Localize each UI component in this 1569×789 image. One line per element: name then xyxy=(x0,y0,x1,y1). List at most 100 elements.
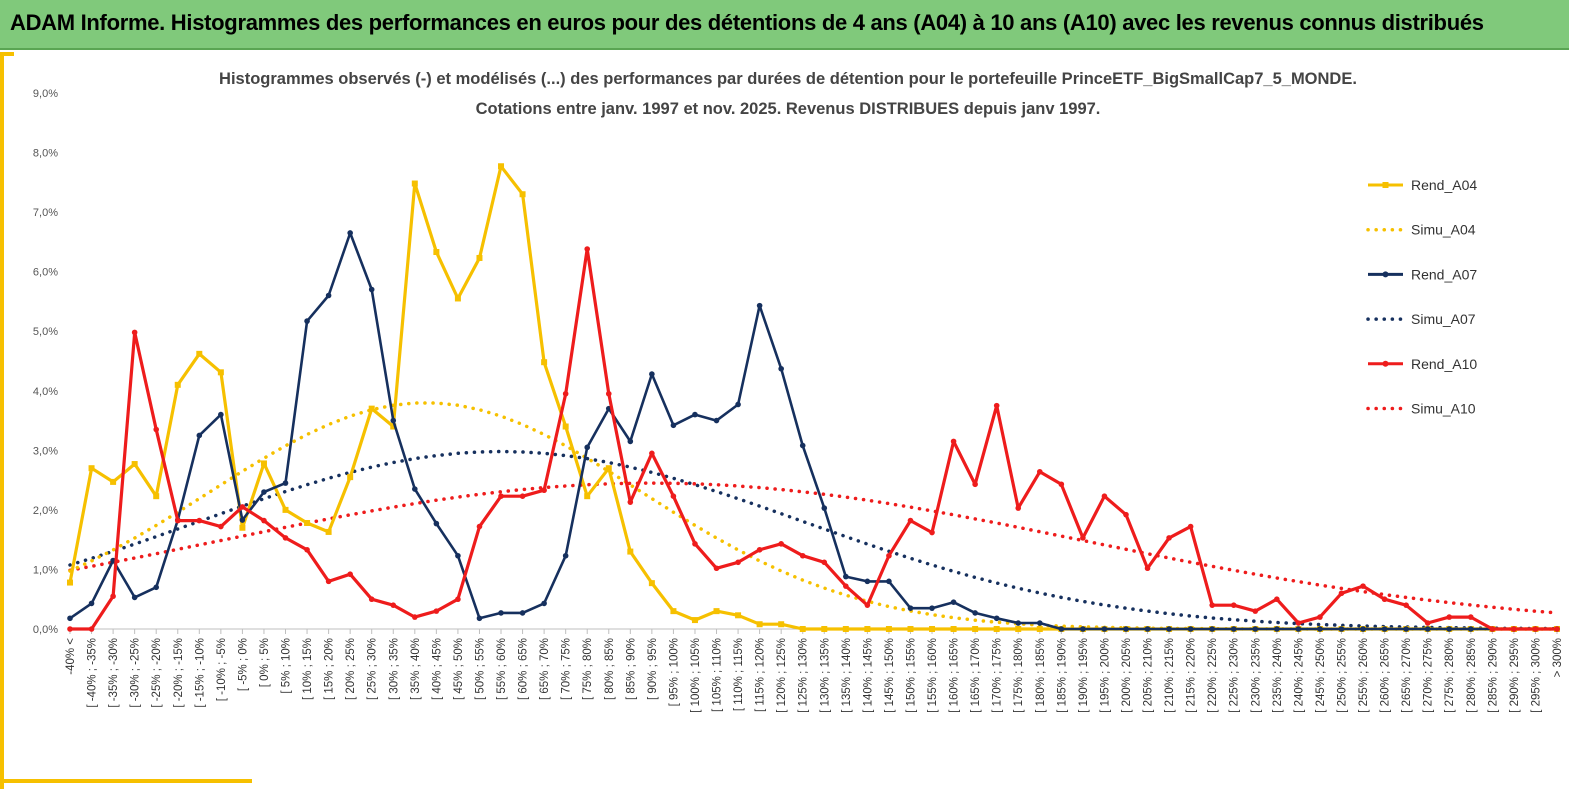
data-point xyxy=(476,254,483,261)
header-banner: ADAM Informe. Histogrammes des performan… xyxy=(0,0,1569,50)
x-tick-label: [ 110% ; 115% xyxy=(733,638,745,711)
data-point xyxy=(1381,626,1388,632)
data-point xyxy=(584,246,591,252)
data-point xyxy=(412,486,418,492)
data-point xyxy=(584,444,591,451)
data-point xyxy=(1274,596,1280,603)
x-tick-label: [ 145% ; 150% xyxy=(884,638,896,713)
data-point xyxy=(649,371,655,377)
x-tick-label: [ 235% ; 240% xyxy=(1272,638,1284,713)
x-tick-label: [ 50% ; 55% xyxy=(474,638,486,700)
legend-label: Simu_A10 xyxy=(1411,401,1476,417)
data-point xyxy=(239,517,246,523)
legend-item-rend-a10: Rend_A10 xyxy=(1368,356,1477,372)
x-tick-label: [ 140% ; 145% xyxy=(862,638,874,713)
x-tick-label: [ 85% ; 90% xyxy=(625,638,637,700)
data-point xyxy=(1403,602,1409,608)
y-tick-label: 2,0% xyxy=(33,505,58,517)
x-tick-label: [ 5% ; 10% xyxy=(281,638,293,694)
data-point xyxy=(218,411,224,418)
data-point xyxy=(670,493,677,499)
data-point xyxy=(1209,602,1215,608)
x-tick-label: [ 125% ; 130% xyxy=(798,638,810,713)
data-point xyxy=(1230,626,1237,632)
x-tick-label: [ -40% ; -35% xyxy=(87,638,99,708)
legend-item-simu-a10: Simu_A10 xyxy=(1366,401,1476,417)
legend-item-rend-a07: Rend_A07 xyxy=(1368,266,1477,282)
data-point xyxy=(433,249,440,256)
data-point xyxy=(131,329,138,336)
data-point xyxy=(519,493,526,499)
x-tick-label: [ 260% ; 265% xyxy=(1380,638,1392,713)
y-tick-label: 8,0% xyxy=(33,148,58,160)
x-tick-label: [ 150% ; 155% xyxy=(905,638,917,713)
x-tick-label: [ 245% ; 250% xyxy=(1315,638,1327,713)
data-point xyxy=(325,292,332,299)
x-tick-label: [ 255% ; 260% xyxy=(1358,638,1370,713)
data-point xyxy=(239,524,246,531)
data-point xyxy=(713,608,720,615)
data-point xyxy=(929,529,935,536)
x-tick-label: [ 0% ; 5% xyxy=(259,638,271,687)
x-tick-label: [ 20% ; 25% xyxy=(345,638,357,700)
data-point xyxy=(1101,493,1108,499)
data-point xyxy=(476,615,483,622)
data-point xyxy=(1338,626,1345,632)
y-axis: 0,0% 1,0% 2,0% 3,0% 4,0% 5,0% 6,0% 7,0% 8,0% 9,0% xyxy=(33,88,58,636)
x-tick-label: [ 170% ; 175% xyxy=(992,638,1004,713)
data-point xyxy=(778,621,785,628)
x-tick-label: [ -5% ; 0% xyxy=(237,638,249,691)
data-point xyxy=(993,402,1000,409)
data-point xyxy=(110,593,116,600)
x-tick-label: [ 60% ; 65% xyxy=(518,638,530,700)
data-point xyxy=(756,302,763,309)
data-point xyxy=(627,438,634,445)
data-point xyxy=(735,559,741,566)
data-point xyxy=(821,505,828,511)
data-point xyxy=(1532,626,1539,632)
data-point xyxy=(347,230,353,236)
data-point xyxy=(692,411,698,418)
x-tick-label: [ 35% ; 40% xyxy=(410,638,422,700)
data-point xyxy=(1274,626,1280,632)
x-tick-label: [ 190% ; 195% xyxy=(1078,638,1090,713)
data-point xyxy=(799,552,806,559)
chart-title-line1: Histogrammes observés (-) et modélisés (… xyxy=(219,70,1357,88)
banner-title: ADAM Informe. Histogrammes des performan… xyxy=(10,10,1484,35)
data-point xyxy=(713,565,720,572)
data-point xyxy=(88,465,95,472)
data-point xyxy=(799,442,806,449)
series-simu-a07 xyxy=(68,449,1559,631)
data-point xyxy=(584,493,591,500)
data-point xyxy=(433,608,440,614)
x-tick-label: [ 285% ; 290% xyxy=(1487,638,1499,713)
data-point xyxy=(455,596,461,603)
data-point xyxy=(88,626,95,632)
data-point xyxy=(131,461,138,468)
data-point xyxy=(196,432,203,439)
data-point xyxy=(907,517,914,524)
data-point xyxy=(368,405,375,412)
x-tick-label: [ 65% ; 70% xyxy=(539,638,551,700)
data-point xyxy=(605,465,612,472)
data-point xyxy=(692,541,698,547)
data-point xyxy=(411,180,418,187)
x-tick-label: [ 175% ; 180% xyxy=(1013,638,1025,713)
data-point xyxy=(1166,535,1172,541)
x-tick-label: [ 215% ; 220% xyxy=(1186,638,1198,713)
data-point xyxy=(799,626,806,632)
data-point xyxy=(1080,626,1086,632)
data-point xyxy=(864,626,871,632)
series-rend-a07 xyxy=(67,230,1560,632)
x-tick-label: [ 155% ; 160% xyxy=(927,638,939,713)
data-point xyxy=(304,519,311,526)
data-point xyxy=(196,350,203,357)
data-point xyxy=(648,580,655,587)
data-point xyxy=(1036,620,1043,626)
x-tick-label: [ 30% ; 35% xyxy=(388,638,400,700)
data-point xyxy=(627,548,634,555)
data-point xyxy=(1489,626,1496,632)
x-tick-label: [ 75% ; 80% xyxy=(582,638,594,700)
data-point xyxy=(174,381,181,388)
data-point xyxy=(950,438,957,445)
